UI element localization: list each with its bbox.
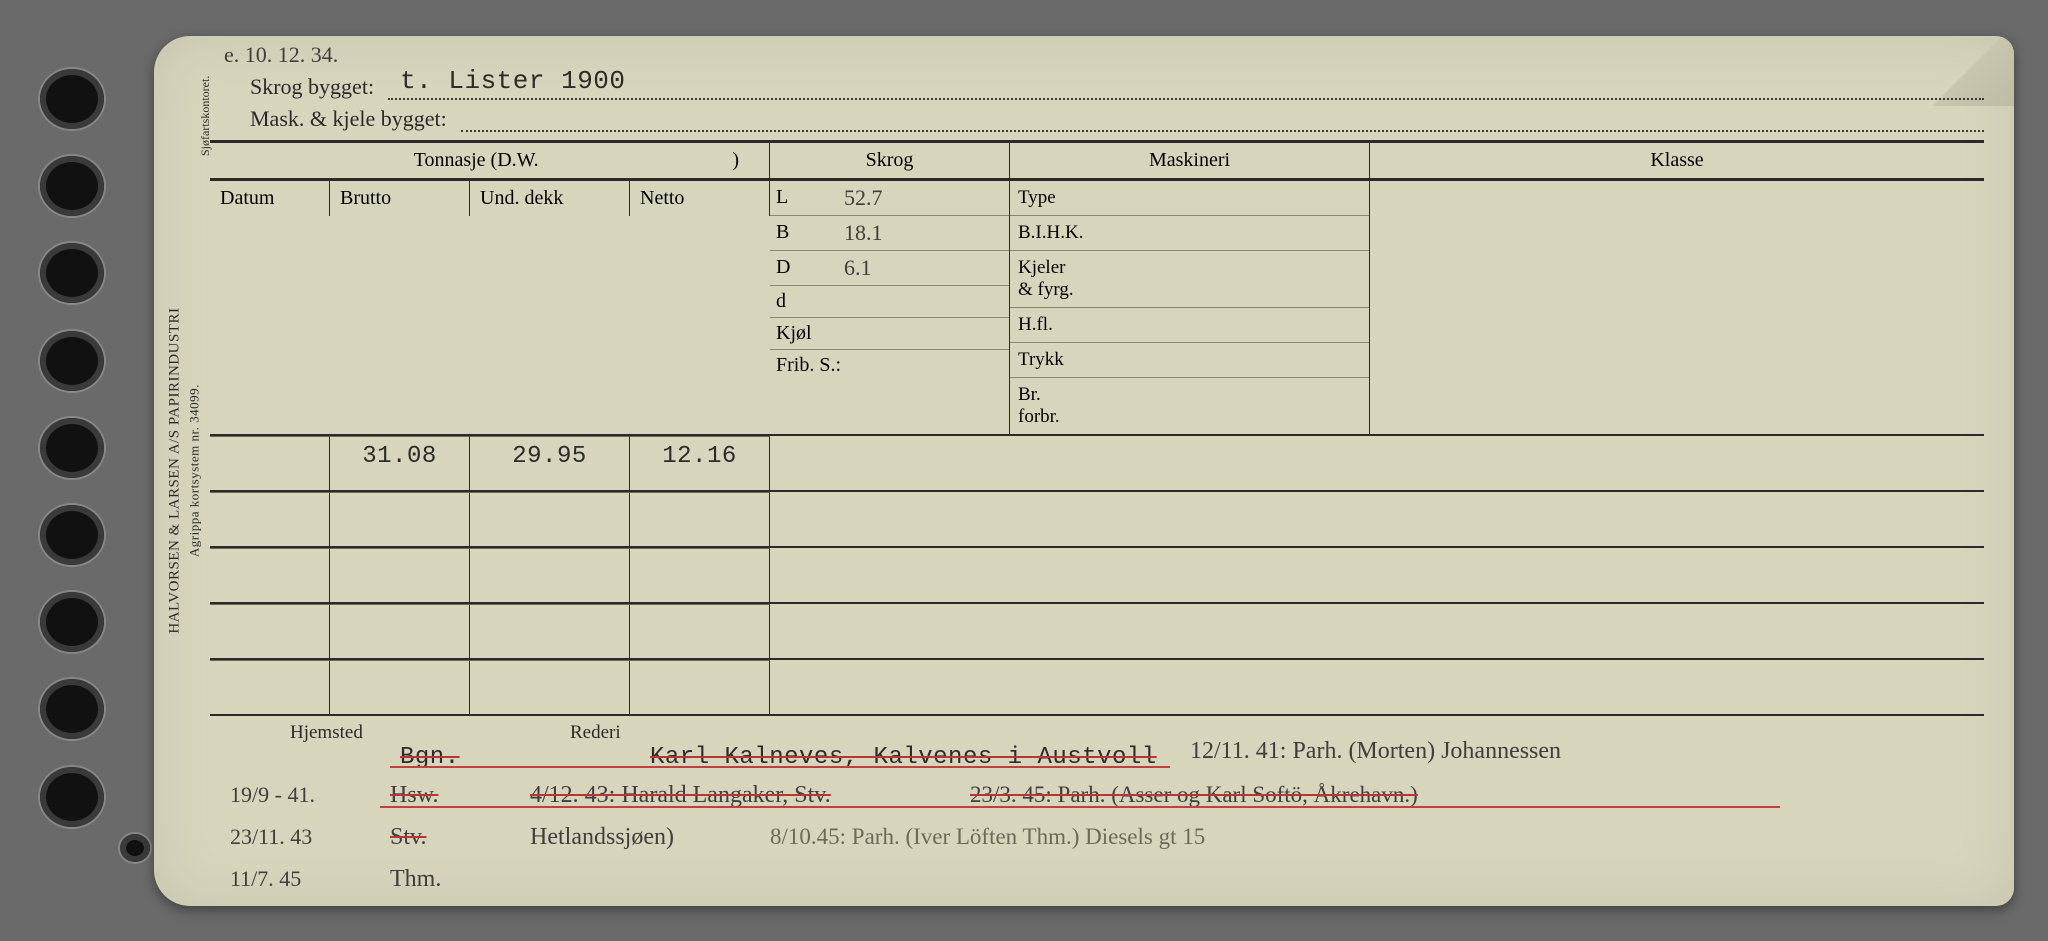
netto-value: 12.16 xyxy=(630,436,770,490)
skrog-column: L 52.7 B 18.1 D 6.1 d Kjøl Frib. S.: xyxy=(770,180,1010,434)
tonnage-empty-row xyxy=(210,492,1984,548)
skrog-L-label: L xyxy=(776,186,834,209)
tonnage-empty-row xyxy=(210,548,1984,604)
skrog-L-value: 52.7 xyxy=(844,185,883,211)
card-wrap: HALVORSEN & LARSEN A/S PAPIRINDUSTRI Agr… xyxy=(34,36,2014,906)
brutto-value: 31.08 xyxy=(330,436,470,490)
tonnage-empty-row xyxy=(210,660,1984,716)
punch-hole xyxy=(40,767,104,827)
mask-type: Type xyxy=(1010,181,1369,215)
punch-hole xyxy=(40,243,104,303)
ownership-history: Hjemsted Rederi Bgn. Karl Kalneves, Kalv… xyxy=(210,716,1984,906)
col-brutto: Brutto xyxy=(330,180,470,216)
datum-value xyxy=(210,436,330,490)
rederi-label: Rederi xyxy=(570,722,621,744)
tonnasje-close: ) xyxy=(732,149,759,172)
mask-bihk: B.I.H.K. xyxy=(1010,215,1369,250)
entry-hetland: Hetlandssjøen) xyxy=(530,824,674,851)
corner-date: e. 10. 12. 34. xyxy=(224,42,338,68)
skrog-B-label: B xyxy=(776,221,834,244)
skrog-header: Skrog xyxy=(770,142,1010,178)
punch-holes xyxy=(34,36,154,906)
mask-br: Br. forbr. xyxy=(1010,377,1369,434)
mask-kjeler: Kjeler & fyrg. xyxy=(1010,250,1369,307)
strike-line xyxy=(390,766,1170,768)
mask-trykk: Trykk xyxy=(1010,342,1369,377)
mask-hfl: H.fl. xyxy=(1010,307,1369,342)
printer-name: HALVORSEN & LARSEN A/S PAPIRINDUSTRI xyxy=(166,307,182,633)
skrog-d-label: d xyxy=(776,290,834,313)
tonnage-data-row: 31.08 29.95 12.16 xyxy=(210,436,1984,492)
skrog-bygget-label: Skrog bygget: xyxy=(250,74,374,100)
hjemsted-stv: Stv. xyxy=(390,824,426,851)
punch-hole-small xyxy=(120,834,150,862)
punch-hole xyxy=(40,418,104,478)
skrog-bygget-value: t. Lister 1900 xyxy=(400,66,625,96)
tonnage-empty-row xyxy=(210,604,1984,660)
tonnasje-label: Tonnasje (D.W. xyxy=(414,149,539,171)
index-card: HALVORSEN & LARSEN A/S PAPIRINDUSTRI Agr… xyxy=(154,36,2014,906)
date-1945-07: 11/7. 45 xyxy=(230,866,301,892)
punch-hole xyxy=(40,592,104,652)
col-datum: Datum xyxy=(210,180,330,216)
col-netto: Netto xyxy=(630,180,770,216)
entry-1943-12: 4/12. 43: Harald Langaker, Stv. xyxy=(530,782,831,809)
hjemsted-label: Hjemsted xyxy=(290,722,363,744)
skrog-D-label: D xyxy=(776,256,834,279)
punch-hole xyxy=(40,69,104,129)
und-value: 29.95 xyxy=(470,436,630,490)
entry-1945-03: 23/3. 45: Parh. (Asser og Karl Softö, Åk… xyxy=(970,782,1418,808)
strike-line xyxy=(380,806,1780,808)
klasse-header: Klasse xyxy=(1370,142,1984,178)
maskineri-column: Type B.I.H.K. Kjeler & fyrg. H.fl. Trykk… xyxy=(1010,180,1370,434)
maskineri-header: Maskineri xyxy=(1010,142,1370,178)
table-header-row-2: Datum Brutto Und. dekk Netto L 52.7 B 18.1… xyxy=(210,180,1984,436)
tonnasje-header: Tonnasje (D.W. ) xyxy=(210,142,770,178)
date-1941-09: 19/9 - 41. xyxy=(230,782,315,808)
mask-kjele-field xyxy=(461,106,1984,132)
col-und: Und. dekk xyxy=(470,180,630,216)
punch-hole xyxy=(40,505,104,565)
entry-1945-10: 8/10.45: Parh. (Iver Löften Thm.) Diesel… xyxy=(770,824,1205,850)
date-1943-11: 23/11. 43 xyxy=(230,824,312,850)
skrog-kjol-label: Kjøl xyxy=(776,322,834,345)
klasse-column xyxy=(1370,180,1984,434)
skrog-B-value: 18.1 xyxy=(844,220,883,246)
entry-1941-11: 12/11. 41: Parh. (Morten) Johannessen xyxy=(1190,738,1561,765)
punch-hole xyxy=(40,156,104,216)
skrog-frib-label: Frib. S.: xyxy=(776,354,856,377)
printer-sub: Agrippa kortsystem nr. 34099. xyxy=(185,307,203,633)
hjemsted-thm: Thm. xyxy=(390,866,441,893)
skrog-bygget-field: t. Lister 1900 xyxy=(388,74,1984,100)
punch-hole xyxy=(40,331,104,391)
punch-hole xyxy=(40,679,104,739)
side-imprint: HALVORSEN & LARSEN A/S PAPIRINDUSTRI Agr… xyxy=(164,36,204,906)
table-header-row-1: Tonnasje (D.W. ) Skrog Maskineri Klasse xyxy=(210,142,1984,180)
hjemsted-hsw: Hsw. xyxy=(390,782,438,809)
mask-kjele-label: Mask. & kjele bygget: xyxy=(250,106,447,132)
skrog-D-value: 6.1 xyxy=(844,255,872,281)
